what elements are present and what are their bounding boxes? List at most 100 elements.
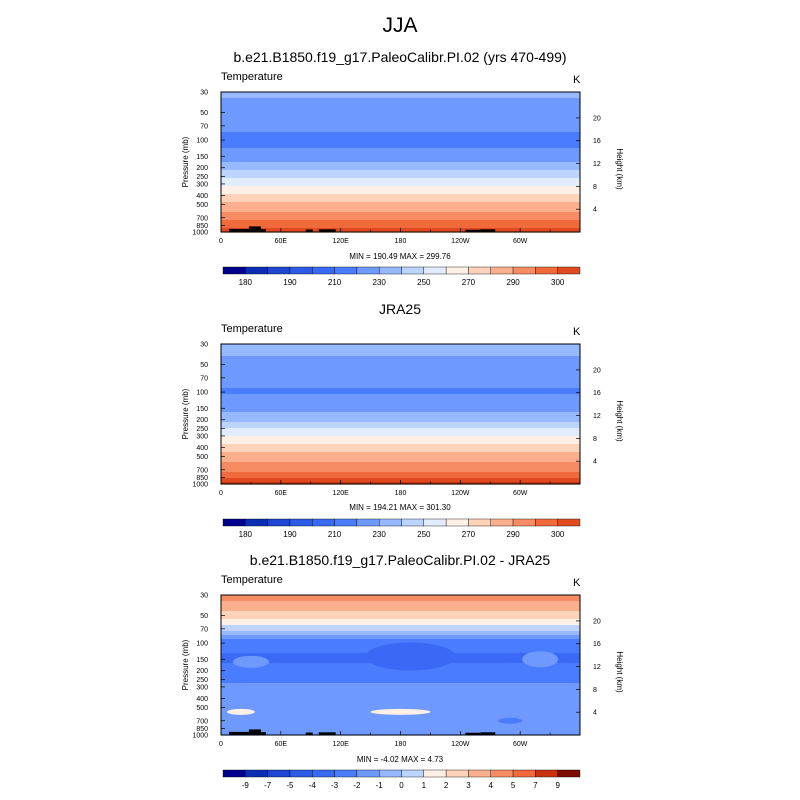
topography — [465, 732, 481, 735]
contour-band — [221, 198, 580, 201]
contour-band — [221, 416, 580, 419]
colorbar-box — [423, 518, 447, 527]
contour-band — [221, 460, 580, 463]
colorbar-box — [535, 518, 558, 527]
contour-band — [221, 410, 580, 413]
contour-band — [221, 603, 580, 606]
y-tick-label: 30 — [200, 593, 208, 600]
colorbar-label: 300 — [551, 530, 565, 539]
field-label: Temperature — [221, 71, 283, 83]
contour-band — [221, 689, 580, 692]
contour-band — [221, 633, 580, 636]
contour-band — [221, 621, 580, 624]
colorbar-box — [512, 266, 536, 275]
contour-band — [221, 677, 580, 680]
contour-band — [221, 116, 580, 119]
contour-band — [221, 458, 580, 461]
contour-band — [221, 212, 580, 215]
contour-band — [221, 352, 580, 355]
panel-3-title: b.e21.B1850.f19_g17.PaleoCalibr.PI.02 - … — [249, 552, 551, 568]
y-tick-label: 300 — [196, 684, 208, 691]
contour-band — [221, 619, 580, 622]
contour-band — [221, 366, 580, 369]
contour-band — [221, 697, 580, 700]
contour-band — [221, 402, 580, 405]
colorbar-box — [312, 769, 335, 778]
colorbar-box — [312, 518, 335, 527]
colorbar-label: 3 — [466, 781, 471, 790]
colorbar-box — [334, 266, 358, 275]
x-tick-label: 120W — [451, 238, 470, 245]
contour-band — [498, 717, 523, 724]
contour-band — [221, 392, 580, 395]
y-tick-label: 1000 — [192, 733, 208, 740]
contour-band — [221, 176, 580, 179]
contour-band — [221, 354, 580, 357]
y2-tick-label: 4 — [593, 207, 597, 214]
contour-band — [221, 472, 580, 475]
field-label: Temperature — [221, 574, 283, 586]
contour-band — [221, 693, 580, 696]
y2-tick-label: 20 — [593, 618, 601, 625]
contour-band — [221, 178, 580, 181]
contour-band — [221, 420, 580, 423]
contour-band — [221, 675, 580, 678]
contour-band — [221, 224, 580, 227]
contour-band — [221, 364, 580, 367]
colorbar-box — [535, 266, 558, 275]
colorbar-box — [334, 769, 358, 778]
contour-band — [221, 454, 580, 457]
y-tick-label: 200 — [196, 668, 208, 675]
contour-band — [221, 683, 580, 686]
contour-band — [221, 631, 580, 634]
contour-band — [221, 723, 580, 726]
contour-band — [221, 356, 580, 359]
contour-band — [221, 426, 580, 429]
topography — [305, 732, 313, 735]
colorbar-box — [245, 769, 268, 778]
panel-1-stats: MIN = 190.49 MAX = 299.76 — [349, 252, 451, 261]
colorbar-box — [356, 769, 380, 778]
contour-band — [221, 466, 580, 469]
contour-band — [221, 679, 580, 682]
colorbar-box — [423, 769, 447, 778]
contour-band — [221, 118, 580, 121]
y-tick-label: 150 — [196, 406, 208, 413]
contour-band — [221, 629, 580, 632]
colorbar-box — [378, 769, 402, 778]
y-tick-label: 50 — [200, 613, 208, 620]
contour-band — [221, 172, 580, 175]
colorbar-label: -2 — [353, 781, 361, 790]
colorbar-label: 250 — [417, 278, 431, 287]
colorbar-box — [512, 518, 536, 527]
y-tick-label: 400 — [196, 696, 208, 703]
contour-band — [221, 641, 580, 644]
contour-band — [221, 106, 580, 109]
contour-band — [221, 448, 580, 451]
y-tick-label: 400 — [196, 445, 208, 452]
colorbar-label: 2 — [444, 781, 449, 790]
topography — [318, 229, 336, 232]
colorbar-label: 180 — [239, 278, 253, 287]
y-tick-label: 250 — [196, 677, 208, 684]
figure-title: JJA — [382, 14, 418, 37]
x-tick-label: 60E — [275, 238, 288, 245]
contour-band — [221, 136, 580, 139]
colorbar-box — [312, 266, 335, 275]
contour-band — [221, 464, 580, 467]
contour-band — [221, 102, 580, 105]
contour-band — [221, 382, 580, 385]
units-label: K — [573, 326, 581, 338]
y-tick-label: 1000 — [192, 230, 208, 237]
colorbar-label: 300 — [551, 278, 565, 287]
contour-band — [221, 120, 580, 123]
contour-band — [221, 214, 580, 217]
x-tick-label: 180 — [395, 741, 407, 748]
colorbar-label: -5 — [286, 781, 294, 790]
y-axis-label: Pressure (mb) — [181, 388, 190, 439]
contour-band — [221, 717, 580, 720]
contour-band — [221, 204, 580, 207]
contour-band — [221, 222, 580, 225]
contour-band — [221, 380, 580, 383]
y-tick-label: 50 — [200, 362, 208, 369]
